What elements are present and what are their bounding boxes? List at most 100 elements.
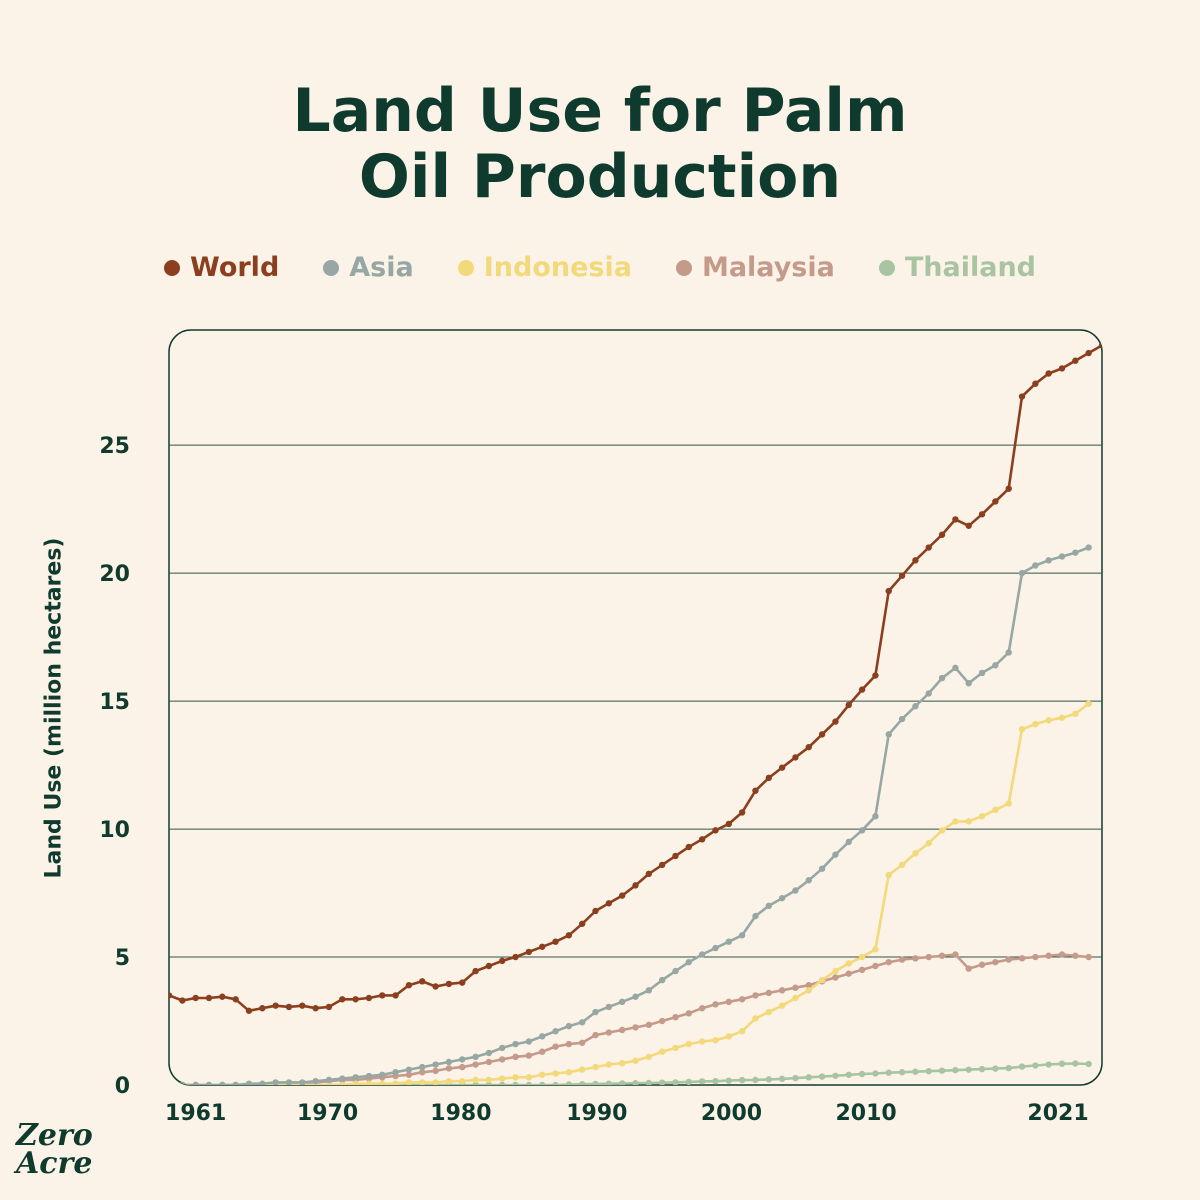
data-point-thailand	[925, 1067, 932, 1075]
series-line-malaysia	[182, 953, 1089, 1085]
data-point-world	[792, 754, 799, 761]
data-point-malaysia	[1085, 953, 1092, 961]
data-point-indonesia	[885, 871, 892, 879]
data-point-thailand	[472, 1081, 479, 1085]
x-tick-label: 2021	[1027, 1101, 1088, 1126]
data-point-world	[738, 809, 746, 816]
data-point-asia	[232, 1081, 239, 1085]
data-point-malaysia	[499, 1056, 506, 1063]
data-point-world	[1018, 393, 1026, 400]
data-point-malaysia	[738, 996, 746, 1003]
data-point-asia	[272, 1079, 279, 1085]
data-point-malaysia	[539, 1048, 546, 1055]
data-point-malaysia	[632, 1024, 639, 1031]
data-point-world	[818, 731, 826, 738]
data-point-asia	[512, 1040, 519, 1048]
legend-swatch	[457, 259, 474, 276]
data-point-asia	[1085, 544, 1092, 551]
data-point-world	[832, 718, 839, 725]
data-point-world	[645, 870, 653, 878]
data-point-world	[485, 962, 493, 970]
data-point-indonesia	[858, 953, 866, 961]
data-point-world	[232, 996, 239, 1003]
y-tick-label: 15	[99, 690, 130, 715]
data-point-indonesia	[592, 1063, 599, 1071]
data-point-thailand	[792, 1074, 799, 1082]
data-point-asia	[485, 1049, 493, 1057]
data-point-world	[525, 948, 533, 956]
legend-label: Malaysia	[701, 252, 835, 283]
data-point-thailand	[512, 1081, 519, 1085]
data-point-asia	[925, 690, 932, 697]
data-point-thailand	[872, 1070, 879, 1077]
data-point-asia	[565, 1022, 573, 1030]
data-point-asia	[952, 664, 959, 672]
y-tick-label: 0	[115, 1074, 130, 1099]
data-point-thailand	[552, 1081, 559, 1085]
data-point-indonesia	[725, 1033, 732, 1040]
data-point-thailand	[805, 1074, 812, 1081]
data-point-asia	[499, 1044, 506, 1052]
data-point-asia	[725, 938, 732, 945]
data-point-world	[392, 992, 399, 999]
data-point-malaysia	[845, 970, 852, 977]
data-point-asia	[872, 813, 879, 820]
data-point-asia	[605, 1003, 613, 1011]
data-point-thailand	[818, 1073, 826, 1080]
data-point-asia	[472, 1053, 479, 1061]
y-tick-label: 10	[99, 818, 130, 843]
data-point-asia	[299, 1079, 306, 1085]
chart-title-line-2: Oil Production	[358, 142, 842, 212]
data-point-indonesia	[499, 1075, 506, 1082]
data-point-world	[419, 978, 426, 985]
data-point-thailand	[618, 1080, 626, 1085]
data-point-indonesia	[1045, 717, 1052, 724]
data-point-indonesia	[552, 1070, 559, 1077]
data-point-malaysia	[832, 974, 839, 981]
data-point-world	[445, 980, 453, 988]
data-point-world	[938, 531, 946, 538]
data-point-thailand	[965, 1066, 972, 1073]
legend-item-thailand: Thailand	[878, 252, 1036, 283]
y-tick-label: 20	[99, 562, 130, 587]
data-point-asia	[365, 1072, 373, 1080]
data-point-malaysia	[712, 1001, 719, 1008]
legend-item-asia: Asia	[323, 252, 414, 283]
data-point-world	[618, 892, 626, 899]
legend-item-malaysia: Malaysia	[675, 252, 835, 283]
data-point-malaysia	[592, 1031, 599, 1039]
data-point-thailand	[978, 1065, 986, 1073]
data-point-malaysia	[858, 966, 866, 974]
data-point-malaysia	[698, 1005, 706, 1012]
data-point-malaysia	[672, 1013, 679, 1021]
data-point-asia	[885, 731, 892, 738]
data-point-asia	[618, 998, 626, 1006]
data-point-indonesia	[685, 1040, 693, 1048]
data-point-world	[672, 852, 679, 860]
data-point-malaysia	[885, 958, 892, 966]
data-point-world	[992, 498, 999, 505]
data-point-indonesia	[565, 1069, 573, 1076]
data-point-thailand	[685, 1078, 693, 1085]
data-point-malaysia	[898, 956, 906, 963]
data-point-thailand	[885, 1069, 892, 1076]
legend-item-indonesia: Indonesia	[457, 252, 632, 283]
data-point-indonesia	[405, 1079, 413, 1085]
data-point-malaysia	[765, 989, 772, 997]
data-point-malaysia	[432, 1067, 439, 1075]
data-point-world	[592, 907, 599, 915]
data-point-world	[952, 516, 959, 523]
data-point-thailand	[898, 1069, 906, 1076]
x-tick-label: 1990	[566, 1101, 627, 1126]
data-point-malaysia	[618, 1026, 626, 1034]
data-point-thailand	[1045, 1061, 1052, 1068]
data-point-asia	[712, 944, 719, 952]
data-point-indonesia	[965, 818, 972, 825]
data-point-indonesia	[752, 1015, 759, 1022]
data-point-asia	[459, 1056, 466, 1063]
data-point-world	[1072, 357, 1079, 364]
data-point-indonesia	[379, 1080, 386, 1085]
data-point-thailand	[1085, 1060, 1092, 1068]
chart-title: Land Use for Palm Oil Production	[0, 78, 1200, 210]
data-point-thailand	[1032, 1062, 1039, 1069]
